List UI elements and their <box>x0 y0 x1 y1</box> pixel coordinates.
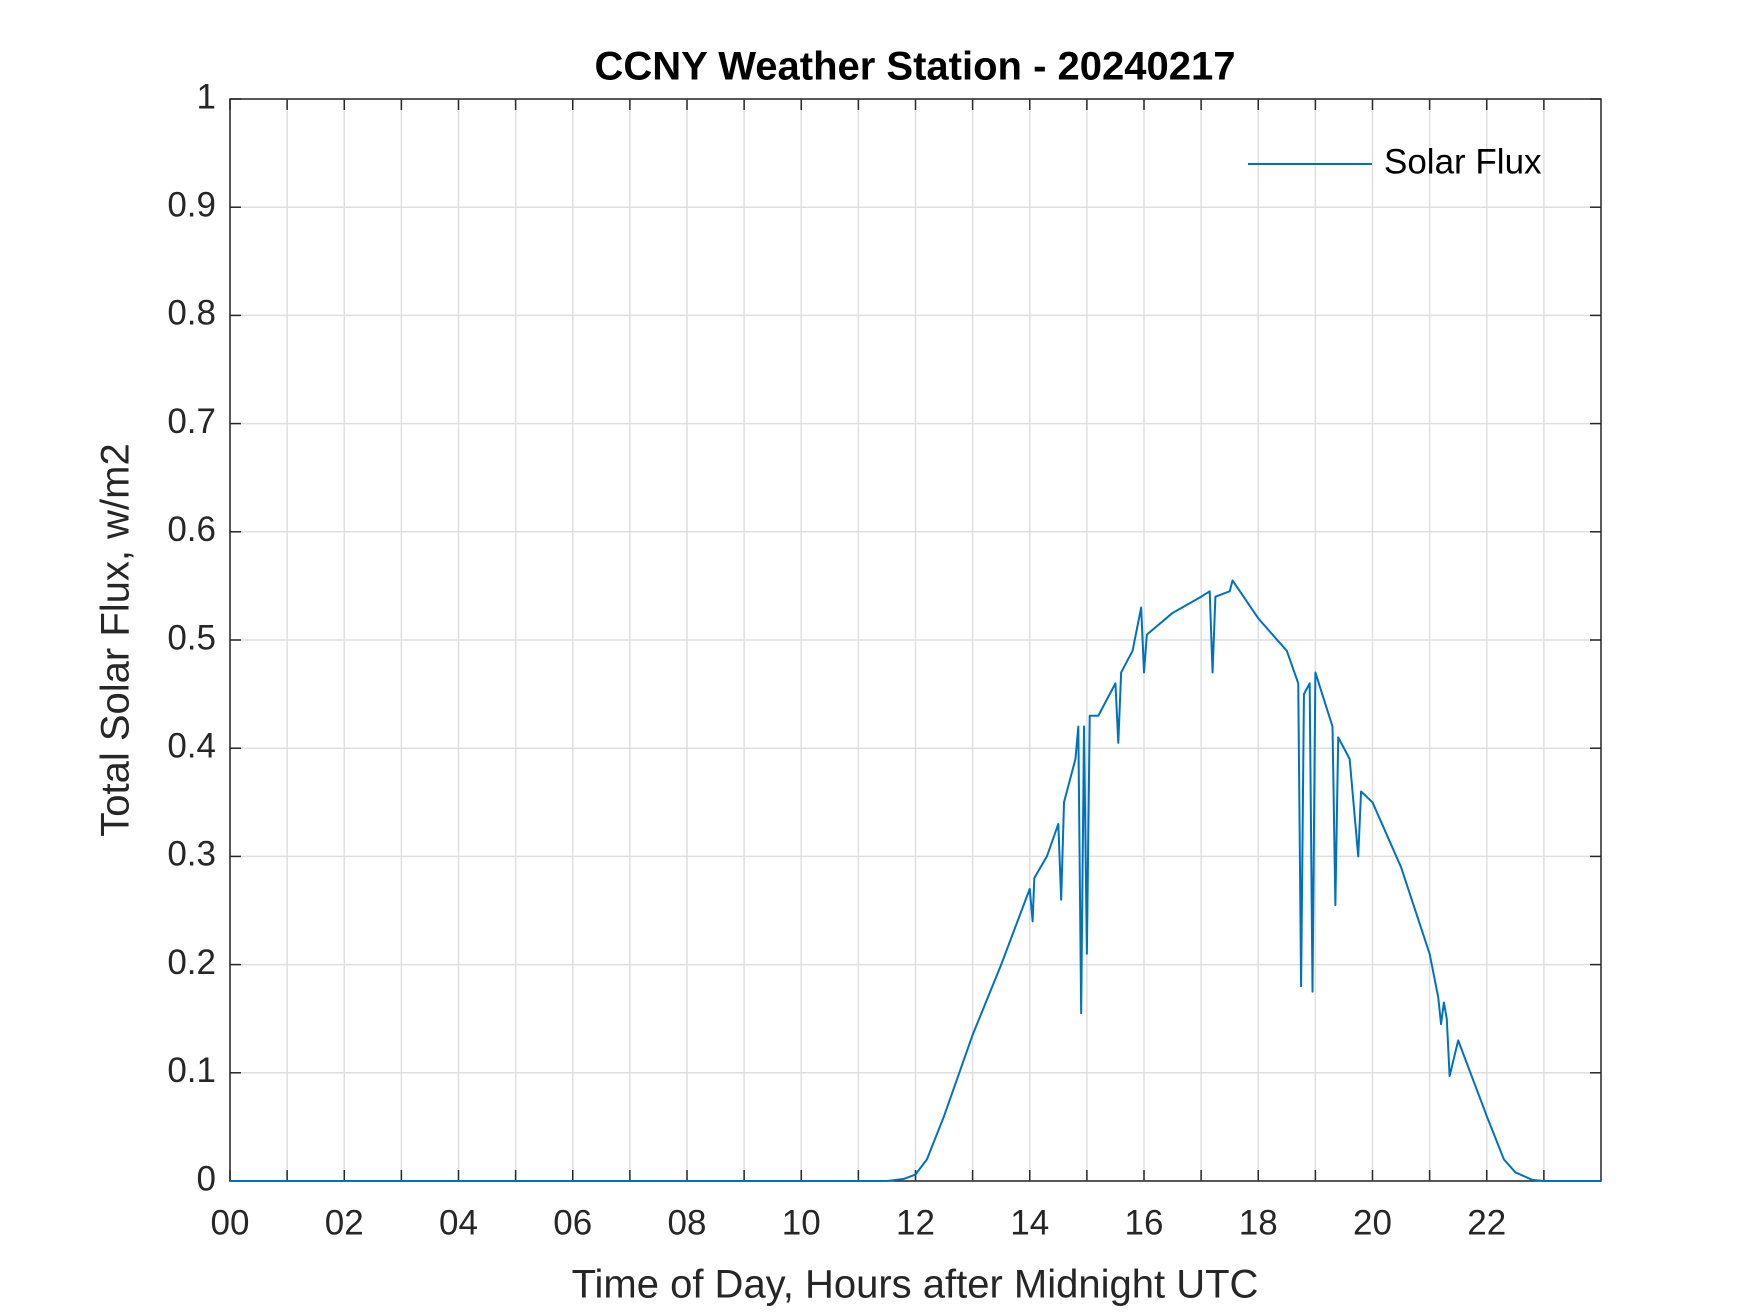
x-tick-label: 02 <box>325 1203 364 1242</box>
x-tick-label: 16 <box>1125 1203 1164 1242</box>
legend-label: Solar Flux <box>1384 142 1542 181</box>
x-tick-label: 04 <box>439 1203 478 1242</box>
x-tick-label: 00 <box>211 1203 250 1242</box>
y-tick-label: 0.7 <box>167 402 216 441</box>
plot-frame <box>229 98 1602 1182</box>
y-axis-label: Total Solar Flux, w/m2 <box>94 443 138 836</box>
data-line <box>230 579 1601 1182</box>
y-tick-label: 0.8 <box>167 294 216 333</box>
y-tick-label: 0.1 <box>167 1051 216 1090</box>
x-tick-label: 20 <box>1353 1203 1392 1242</box>
x-tick-label: 10 <box>782 1203 821 1242</box>
y-tick-label: 0.5 <box>167 618 216 657</box>
y-tick-label: 0.2 <box>167 943 216 982</box>
x-tick-label: 22 <box>1467 1203 1506 1242</box>
x-tick-label: 14 <box>1010 1203 1049 1242</box>
y-tick-label: 0.9 <box>167 185 216 224</box>
y-tick-label: 0.6 <box>167 510 216 549</box>
y-tick-label: 0.3 <box>167 835 216 874</box>
x-axis-label: Time of Day, Hours after Midnight UTC <box>572 1263 1259 1307</box>
chart-title: CCNY Weather Station - 20240217 <box>595 45 1236 89</box>
x-tick-label: 06 <box>553 1203 592 1242</box>
x-tick-label: 08 <box>668 1203 707 1242</box>
x-tick-label: 12 <box>896 1203 935 1242</box>
x-tick-label: 18 <box>1239 1203 1278 1242</box>
y-tick-label: 0 <box>197 1159 216 1198</box>
y-tick-label: 0.4 <box>167 726 216 765</box>
y-tick-label: 1 <box>197 77 216 116</box>
